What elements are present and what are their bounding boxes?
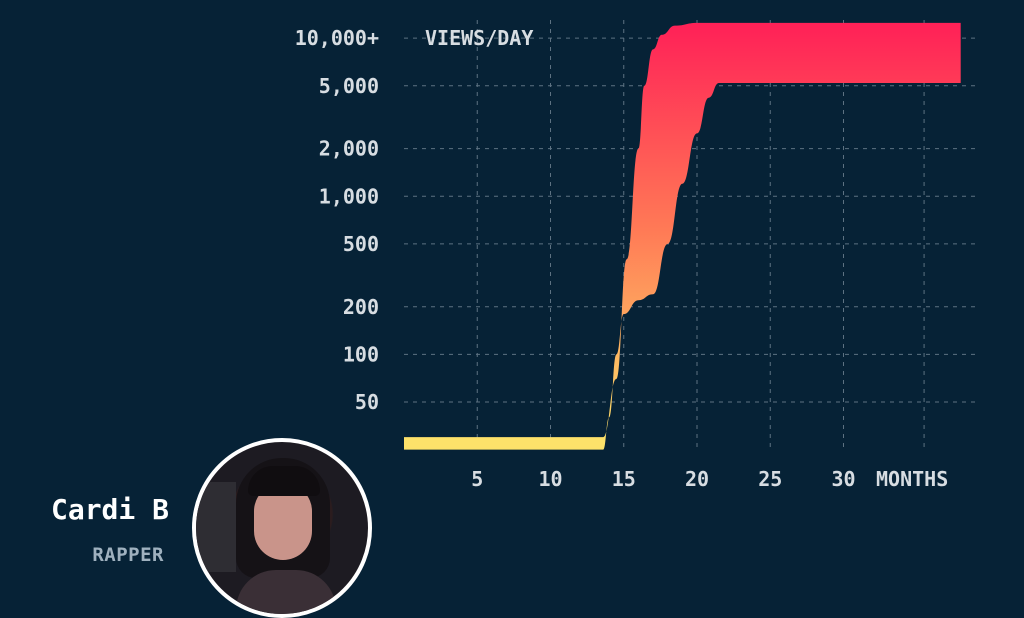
person-name: Cardi B [50,493,169,526]
x-axis-title: MONTHS [876,467,948,491]
x-tick-label: 30 [831,467,855,491]
band-layer [404,22,961,450]
label-layer: 50 100 200 500 1,000 2,000 5,000 10,000+ VIEWS/D… [295,26,949,491]
y-tick-label: 10,000+ [295,26,379,50]
avatar-backdrop [196,482,236,572]
y-tick-label: 500 [343,232,379,256]
y-tick-label: 5,000 [319,74,379,98]
y-tick-label: 1,000 [319,184,379,208]
avatar-shirt [236,570,336,614]
x-tick-label: 15 [612,467,636,491]
y-tick-label: 50 [355,390,379,414]
y-tick-label: 200 [343,295,379,319]
views-chart: 50 100 200 500 1,000 2,000 5,000 10,000+ VIEWS/D… [295,20,976,491]
y-tick-label: 100 [343,342,379,366]
person-role: RAPPER [92,544,164,566]
avatar-bangs [248,466,320,496]
x-tick-label: 25 [758,467,782,491]
views-band [404,22,961,450]
x-tick-label: 5 [471,467,483,491]
x-tick-label: 20 [685,467,709,491]
y-axis-title: VIEWS/DAY [425,26,533,50]
avatar-face [254,484,312,560]
avatar [192,438,372,618]
x-tick-label: 10 [538,467,562,491]
y-tick-label: 2,000 [319,137,379,161]
